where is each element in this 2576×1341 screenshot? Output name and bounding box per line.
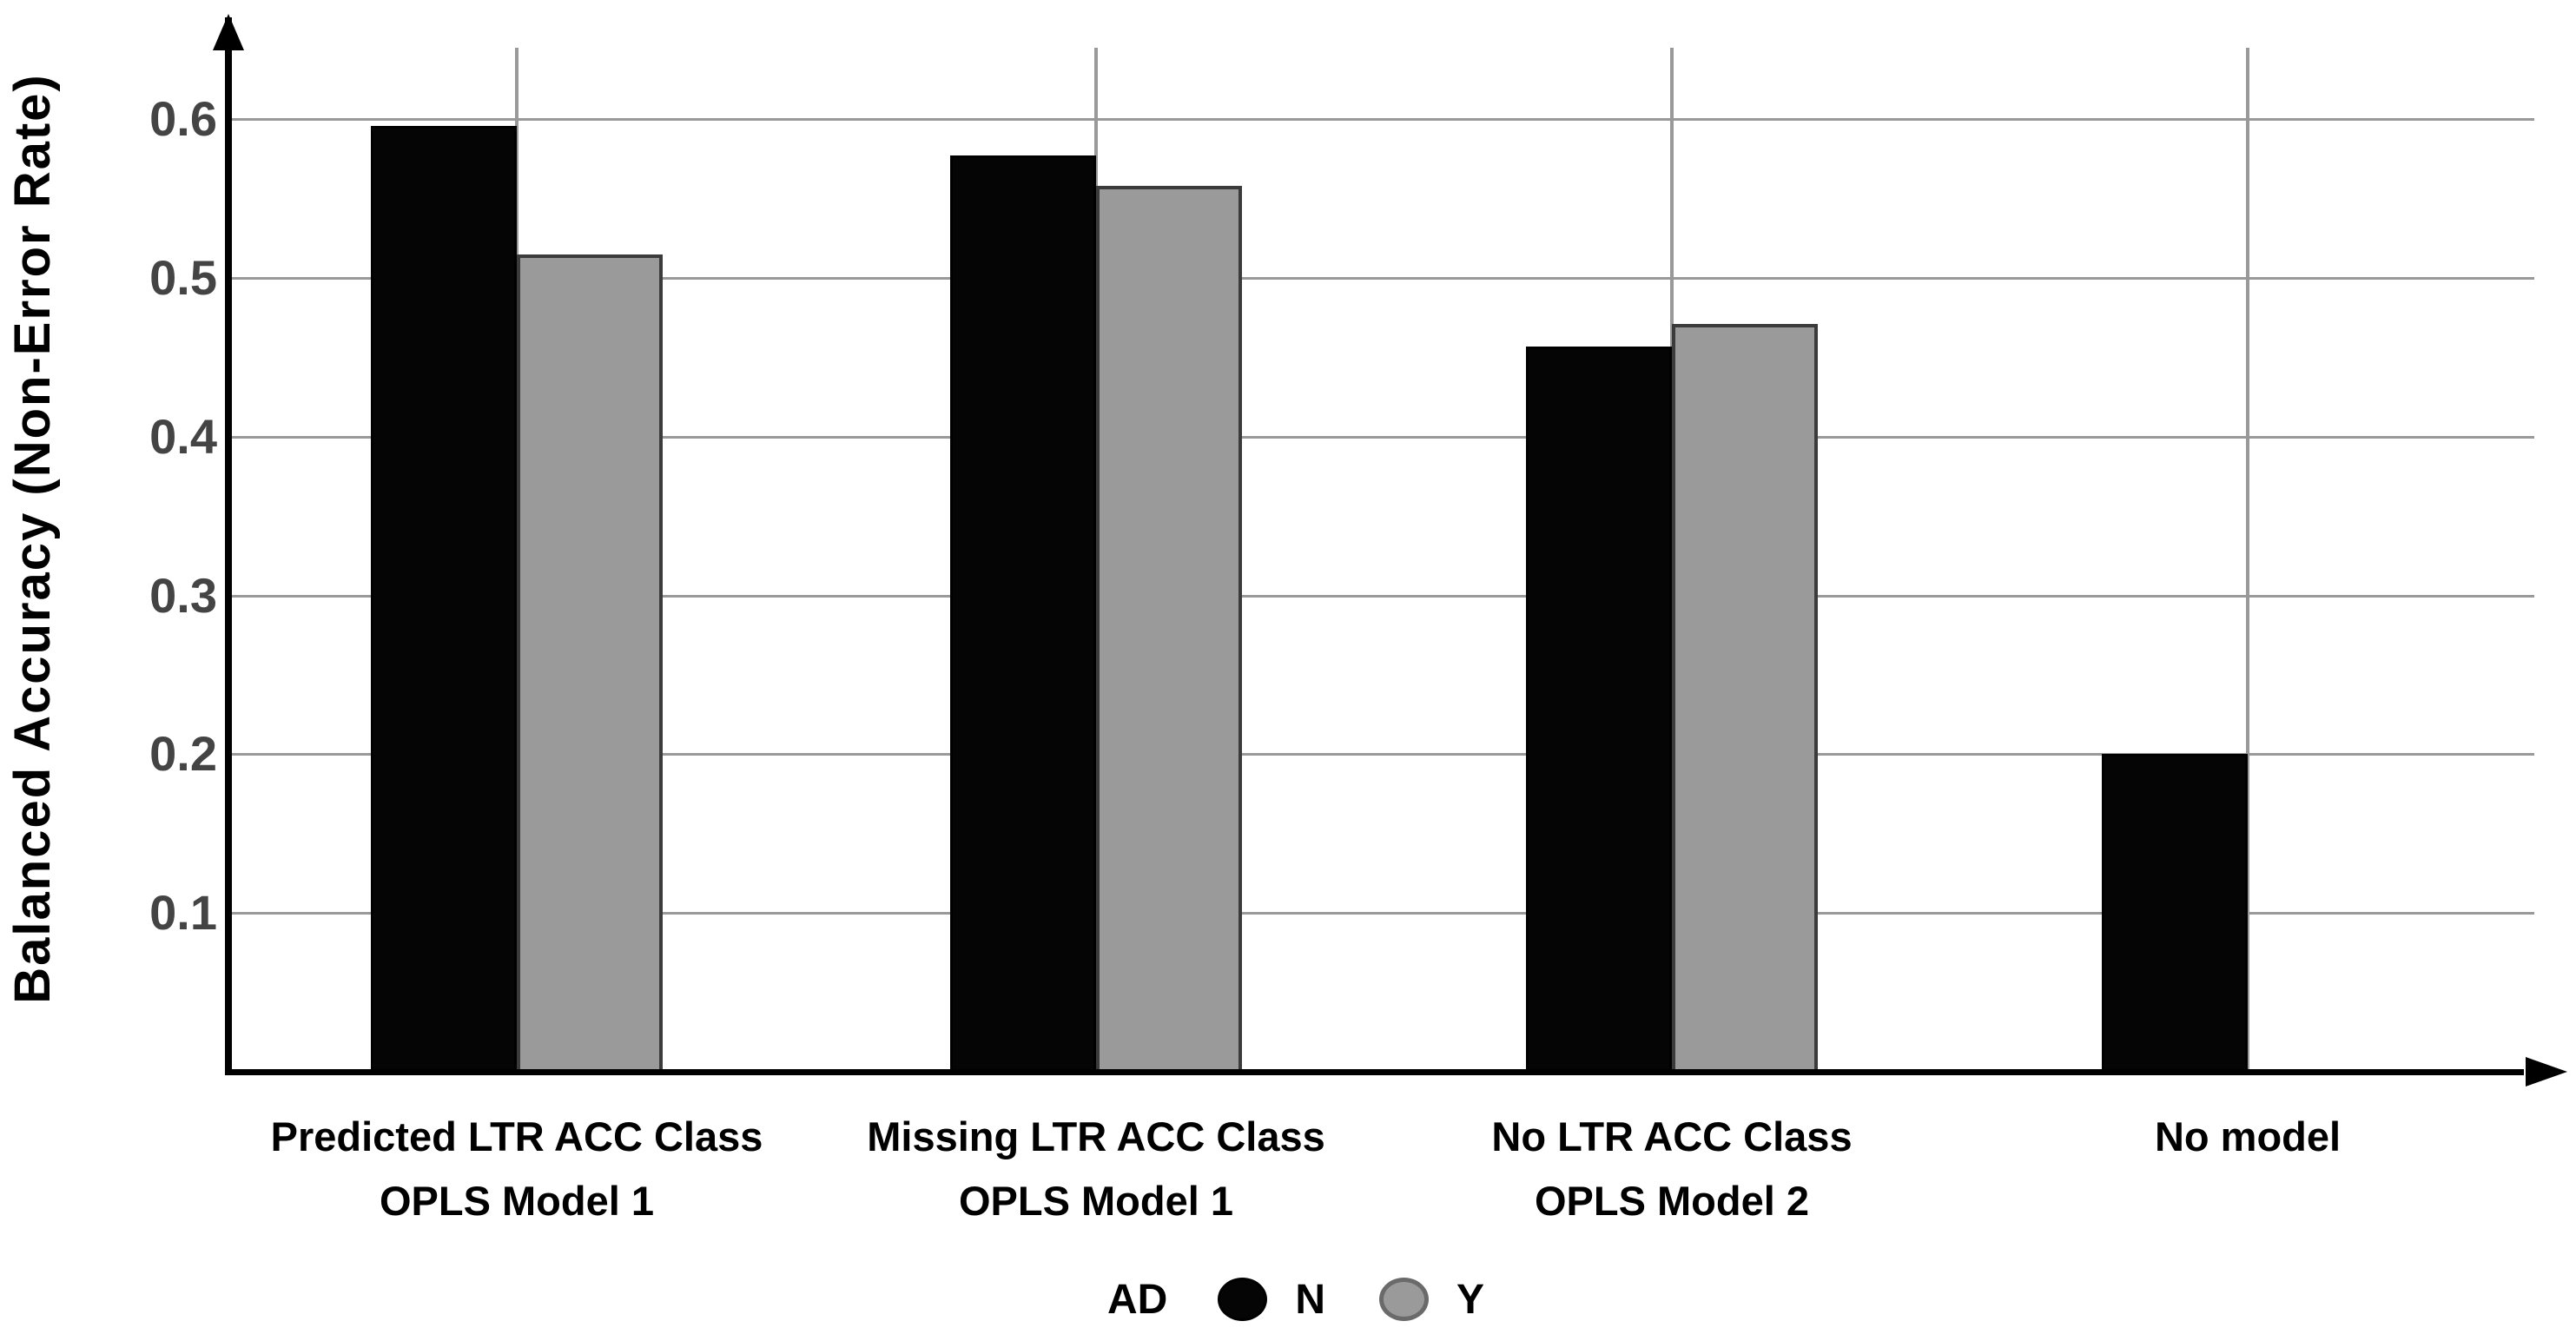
x-axis-arrow-icon bbox=[2526, 1057, 2567, 1087]
y-tick-label: 0.4 bbox=[149, 409, 217, 464]
y-tick-label: 0.2 bbox=[149, 726, 217, 781]
x-axis-line bbox=[225, 1069, 2524, 1075]
legend-label-n: N bbox=[1295, 1276, 1325, 1323]
y-tick-label: 0.1 bbox=[149, 885, 217, 940]
x-category-label: Predicted LTR ACC Class OPLS Model 1 bbox=[204, 1105, 829, 1233]
bar-n-2 bbox=[950, 155, 1096, 1073]
x-category-label-line: OPLS Model 2 bbox=[1535, 1178, 1809, 1224]
x-category-label: No LTR ACC Class OPLS Model 2 bbox=[1359, 1105, 1985, 1233]
gridline-x-category-4 bbox=[2246, 48, 2249, 1072]
bar-y-1 bbox=[517, 254, 663, 1073]
gridline-y-0.2 bbox=[228, 753, 2534, 756]
x-category-label-line: OPLS Model 1 bbox=[959, 1178, 1233, 1224]
x-category-label: No model bbox=[1935, 1105, 2560, 1169]
legend-marker-y-icon bbox=[1378, 1278, 1429, 1321]
x-category-label-line: No model bbox=[2154, 1113, 2342, 1159]
legend-label-y: Y bbox=[1456, 1276, 1485, 1323]
gridline-y-0.5 bbox=[228, 277, 2534, 280]
legend-marker-n-icon bbox=[1218, 1278, 1268, 1321]
y-tick-label: 0.5 bbox=[149, 250, 217, 305]
legend: AD N Y bbox=[1107, 1268, 1484, 1331]
y-tick-label: 0.3 bbox=[149, 568, 217, 623]
y-axis-line bbox=[225, 17, 232, 1075]
gridline-y-0.3 bbox=[228, 595, 2534, 598]
bar-y-3 bbox=[1672, 324, 1818, 1073]
bar-n-4 bbox=[2102, 754, 2248, 1073]
x-category-label-line: Predicted LTR ACC Class bbox=[270, 1113, 763, 1159]
y-tick-label: 0.6 bbox=[149, 91, 217, 146]
x-category-label: Missing LTR ACC Class OPLS Model 1 bbox=[783, 1105, 1409, 1233]
x-category-label-line: OPLS Model 1 bbox=[380, 1178, 654, 1224]
gridline-y-0.1 bbox=[228, 912, 2534, 915]
legend-title: AD bbox=[1106, 1276, 1168, 1323]
bar-n-1 bbox=[371, 126, 517, 1073]
bar-y-2 bbox=[1096, 186, 1242, 1073]
bar-n-3 bbox=[1526, 347, 1672, 1073]
x-category-label-line: Missing LTR ACC Class bbox=[867, 1113, 1325, 1159]
gridline-y-0.4 bbox=[228, 436, 2534, 439]
x-category-label-line: No LTR ACC Class bbox=[1491, 1113, 1853, 1159]
y-axis-arrow-icon bbox=[213, 14, 244, 50]
gridline-y-0.6 bbox=[228, 118, 2534, 121]
